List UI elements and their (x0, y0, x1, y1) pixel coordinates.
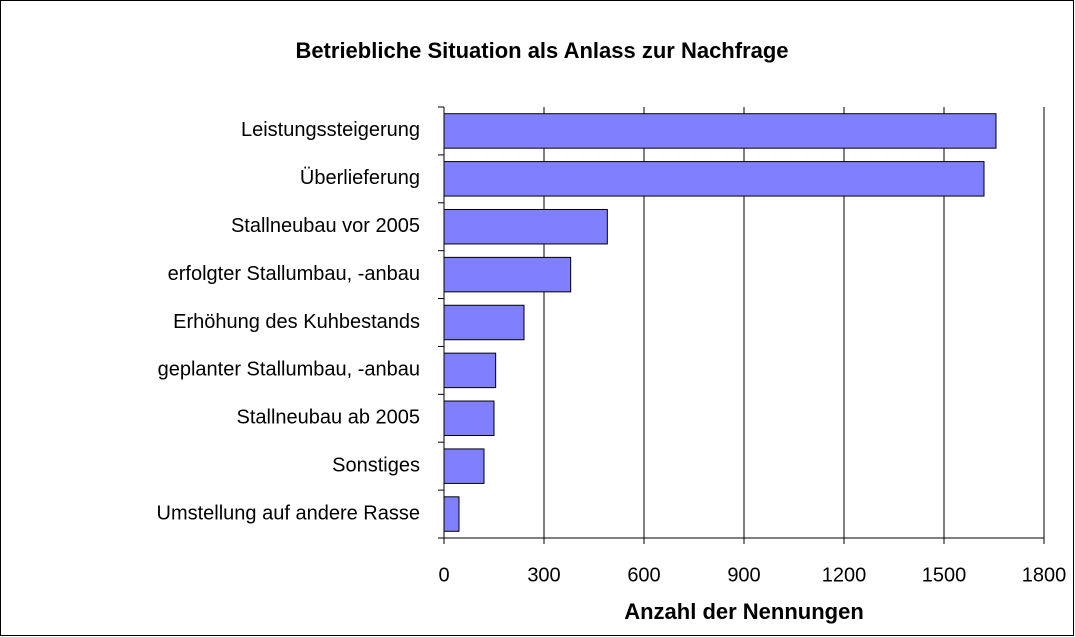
y-tick-label: Umstellung auf andere Rasse (157, 502, 420, 524)
bar (443, 448, 485, 484)
y-tick-label: Sonstiges (332, 454, 420, 476)
x-tick-label: 600 (627, 564, 660, 586)
bar (443, 113, 997, 149)
x-axis-title: Anzahl der Nennungen (624, 599, 864, 624)
bar (443, 304, 525, 341)
bar (443, 400, 495, 437)
x-tick-label: 0 (438, 564, 449, 586)
y-tick-label: Stallneubau ab 2005 (237, 407, 421, 429)
x-tick-label: 1500 (922, 564, 967, 586)
x-tick-label: 1800 (1022, 564, 1067, 586)
y-tick-label: geplanter Stallumbau, -anbau (158, 359, 420, 381)
x-tick-label: 1200 (822, 564, 867, 586)
x-tick-label: 900 (727, 564, 760, 586)
x-tick-label: 300 (527, 564, 560, 586)
bar (443, 352, 497, 389)
chart-title: Betriebliche Situation als Anlass zur Na… (295, 38, 788, 63)
y-tick-label: Stallneubau vor 2005 (231, 215, 420, 237)
bar (443, 161, 985, 197)
y-tick-label: Überlieferung (300, 167, 420, 189)
bar (443, 496, 460, 532)
bar (443, 208, 608, 245)
y-tick-label: Erhöhung des Kuhbestands (173, 311, 420, 333)
y-tick-label: Leistungssteigerung (241, 119, 420, 141)
y-tick-label: erfolgter Stallumbau, -anbau (168, 263, 420, 285)
bar (443, 256, 572, 293)
